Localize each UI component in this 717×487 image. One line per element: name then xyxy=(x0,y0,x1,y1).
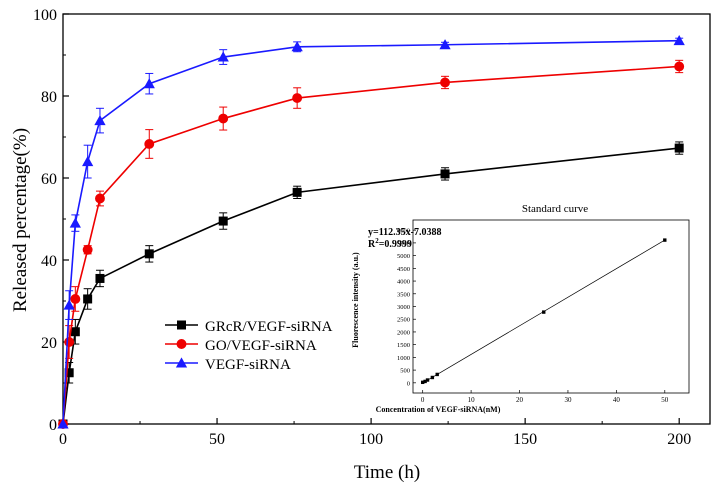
data-point xyxy=(95,193,105,204)
inset-y-tick-label: 3500 xyxy=(397,291,410,298)
inset-data-point xyxy=(420,380,425,385)
inset-data-point xyxy=(435,372,439,377)
data-point xyxy=(440,77,450,88)
inset-data-point xyxy=(425,378,430,382)
inset-data-point xyxy=(542,310,546,314)
data-point xyxy=(440,169,450,179)
data-point xyxy=(63,299,75,310)
inset-data-point xyxy=(423,379,427,384)
inset-y-tick-label: 1000 xyxy=(397,355,410,362)
inset-r2-label: R xyxy=(368,239,376,250)
inset-x-tick-label: 10 xyxy=(468,396,476,404)
inset-x-tick-label: 0 xyxy=(421,396,425,404)
legend-marker xyxy=(176,339,187,349)
data-point xyxy=(674,61,685,72)
data-point xyxy=(69,217,81,228)
inset-y-tick-label: 5500 xyxy=(397,240,410,247)
data-point xyxy=(217,51,229,62)
inset-y-tick-label: 4500 xyxy=(397,266,410,273)
y-tick-label: 20 xyxy=(41,335,57,352)
inset-y-tick-label: 2500 xyxy=(397,317,410,324)
inset-y-tick-label: 1500 xyxy=(397,342,410,349)
y-tick-label: 0 xyxy=(49,417,57,434)
data-point xyxy=(95,273,105,283)
data-point xyxy=(144,139,155,149)
inset-r2-value: =0.9999 xyxy=(379,239,412,250)
x-tick-label: 100 xyxy=(359,431,383,448)
inset-data-point xyxy=(430,375,435,380)
legend: GRcR/VEGF-siRNA GO/VEGF-siRNA VEGF-siRNA xyxy=(165,319,333,373)
inset-x-tick-label: 40 xyxy=(613,396,621,404)
inset-y-tick-label: 5000 xyxy=(397,253,410,260)
y-tick-label: 80 xyxy=(41,89,57,106)
series-line xyxy=(62,147,680,425)
data-point xyxy=(218,216,228,226)
inset-y-tick-label: 0 xyxy=(407,380,410,387)
inset-x-axis-title: Concentration of VEGF-siRNA(nM) xyxy=(376,405,501,414)
legend-label: VEGF-siRNA xyxy=(205,357,291,373)
legend-marker xyxy=(175,357,188,368)
inset-y-tick-label: 2000 xyxy=(397,329,410,336)
data-point xyxy=(144,249,154,259)
y-axis-title: Released percentage(%) xyxy=(10,128,31,312)
data-point xyxy=(70,294,81,304)
y-tick-label: 40 xyxy=(41,253,57,270)
inset-title: Standard curve xyxy=(522,203,588,215)
inset-r-squared: R2=0.9999 xyxy=(368,237,412,250)
data-point xyxy=(291,41,303,52)
data-point xyxy=(673,35,685,46)
series-2 xyxy=(57,35,685,429)
data-point xyxy=(82,244,93,255)
inset-equation: y=112.35x-7.0388 xyxy=(368,227,441,238)
data-point xyxy=(82,155,94,167)
data-point xyxy=(439,39,451,50)
inset-standard-curve: Standard curve Concentration of VEGF-siR… xyxy=(351,203,690,414)
data-point xyxy=(64,368,74,378)
inset-frame xyxy=(412,219,690,394)
legend-marker xyxy=(177,320,186,330)
x-tick-label: 150 xyxy=(513,431,537,448)
y-tick-label: 60 xyxy=(41,171,57,188)
y-tick-label: 100 xyxy=(33,7,57,24)
x-tick-label: 200 xyxy=(667,431,691,448)
series-line xyxy=(62,39,680,425)
inset-y-tick-label: 4000 xyxy=(397,279,410,286)
inset-x-tick-label: 50 xyxy=(661,396,669,404)
x-tick-label: 50 xyxy=(209,431,225,448)
inset-y-axis-title: Fluorescence intensity (a.u.) xyxy=(351,252,360,348)
main-series-group xyxy=(57,35,685,429)
main-plot-border xyxy=(62,13,711,425)
inset-x-tick-label: 30 xyxy=(564,396,572,404)
series-line xyxy=(62,65,680,425)
series-0 xyxy=(58,141,684,429)
data-point xyxy=(83,294,93,304)
inset-y-tick-label: 500 xyxy=(400,368,410,375)
inset-y-tick-label: 6000 xyxy=(397,228,410,235)
data-point xyxy=(292,93,303,104)
x-tick-label: 0 xyxy=(59,431,67,448)
data-point xyxy=(674,143,684,153)
inset-x-tick-label: 20 xyxy=(516,396,524,404)
data-point xyxy=(57,418,69,429)
inset-r2-sup: 2 xyxy=(375,237,379,245)
legend-label: GRcR/VEGF-siRNA xyxy=(205,319,333,335)
data-point xyxy=(94,114,106,126)
main-plot-frame xyxy=(62,13,711,425)
data-point xyxy=(70,327,80,337)
data-point xyxy=(218,113,229,124)
legend-label: GO/VEGF-siRNA xyxy=(205,338,317,354)
inset-data-point xyxy=(663,238,667,242)
inset-y-tick-label: 3000 xyxy=(397,304,410,311)
x-axis-title: Time (h) xyxy=(354,462,420,483)
data-point xyxy=(64,337,75,347)
data-point xyxy=(292,187,302,197)
data-point xyxy=(143,78,155,89)
